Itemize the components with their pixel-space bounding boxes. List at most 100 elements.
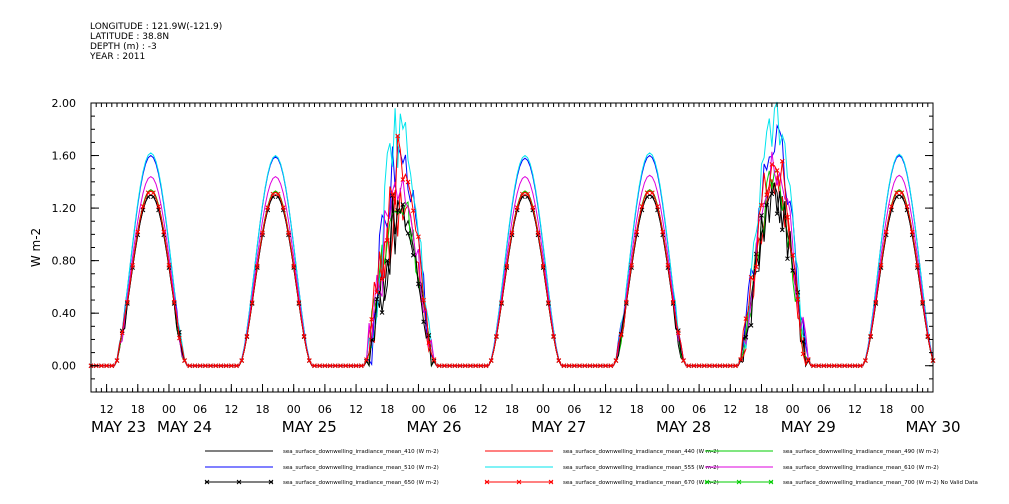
series-marker [686,363,692,369]
series-marker [691,363,697,369]
series-marker [327,363,333,369]
legend-label: sea_surface_downwelling_irradiance_mean_… [283,449,439,455]
series-marker [395,207,401,213]
series-marker [779,158,785,164]
series-marker [743,334,749,340]
series-marker [556,358,562,363]
x-day-label: MAY 28 [656,418,711,436]
legend-label: sea_surface_downwelling_irradiance_mean_… [563,449,719,455]
series-marker [587,363,593,369]
legend-label: sea_surface_downwelling_irradiance_mean_… [783,465,939,471]
series-marker [114,358,120,363]
series-marker [483,363,489,369]
legend-marker [484,479,490,485]
series-marker [384,238,390,243]
series-marker [816,363,822,369]
legend-label: sea_surface_downwelling_irradiance_mean_… [283,465,439,471]
legend-marker [516,479,522,485]
series-marker [644,190,650,196]
x-hour-label: 00 [536,403,550,416]
series-marker [546,300,551,305]
series-marker [759,202,764,208]
y-tick-label: 1.20 [52,202,77,215]
series-marker [738,357,744,362]
series-marker [634,229,640,235]
series-line-2 [91,170,934,368]
series-marker [623,299,629,305]
series-marker [769,162,775,167]
series-marker [280,205,286,210]
series-marker [748,322,754,328]
series-marker [135,229,141,235]
series-marker [811,363,816,369]
x-day-label: MAY 25 [282,418,337,436]
series-marker [452,363,458,369]
x-hour-label: 06 [817,403,831,416]
x-hour-label: 18 [879,403,893,416]
series-marker [151,190,156,196]
series-marker [130,263,135,268]
series-marker [400,177,406,182]
series-marker [795,289,801,295]
series-marker [592,363,598,369]
x-hour-label: 06 [567,403,581,416]
series-marker [306,358,312,363]
x-hour-label: 18 [505,403,519,416]
series-marker [270,191,276,197]
series-marker [291,263,297,269]
series-marker [379,310,385,315]
x-hour-label: 06 [443,403,457,416]
series-marker [535,230,541,236]
legend-marker [268,479,274,485]
series-marker [753,251,759,257]
series-marker [249,300,255,305]
series-marker [764,202,770,208]
series-marker [748,274,754,280]
series-marker [499,300,504,305]
x-hour-label: 00 [162,403,176,416]
series-marker [218,363,224,369]
x-hour-label: 12 [599,403,613,416]
x-hour-label: 12 [474,403,488,416]
series-marker [166,263,172,268]
series-marker [712,363,718,369]
series-marker [421,297,426,303]
series-marker [405,230,411,236]
series-marker [774,168,780,173]
series-marker [358,363,364,369]
series-line-5 [91,151,934,367]
series-marker [177,335,182,341]
legend-label: sea_surface_downwelling_irradiance_mean_… [783,449,939,455]
y-axis-label: W m-2 [29,228,43,267]
chart-legend: sea_surface_downwelling_irradiance_mean_… [204,449,978,486]
series-marker [228,363,234,369]
series-marker [509,230,515,236]
series-marker [530,205,536,210]
series-marker [863,358,868,363]
series-marker [520,191,525,197]
series-marker [608,363,614,369]
series-marker [800,351,806,357]
series-marker [649,190,655,196]
metadata-block: LONGITUDE : 121.9W(-121.9) LATITUDE : 38… [90,22,222,62]
series-marker [296,300,302,305]
x-hour-label: 12 [224,403,238,416]
series-marker [540,263,546,269]
legend-label: sea_surface_downwelling_irradiance_mean_… [563,480,719,486]
x-hour-label: 12 [723,403,737,416]
series-marker [478,363,484,369]
series-marker [873,299,879,305]
series-marker [405,179,411,185]
series-marker [99,363,104,369]
legend-label: sea_surface_downwelling_irradiance_mean_… [783,480,978,486]
series-marker [364,357,369,362]
legend-marker [704,479,710,485]
x-hour-label: 00 [786,403,800,416]
series-marker [717,363,723,369]
series-marker [894,190,899,196]
series-marker [837,363,842,369]
series-marker [696,363,702,369]
series-marker [457,363,463,369]
series-marker [140,204,146,209]
x-day-label: MAY 24 [157,418,212,436]
